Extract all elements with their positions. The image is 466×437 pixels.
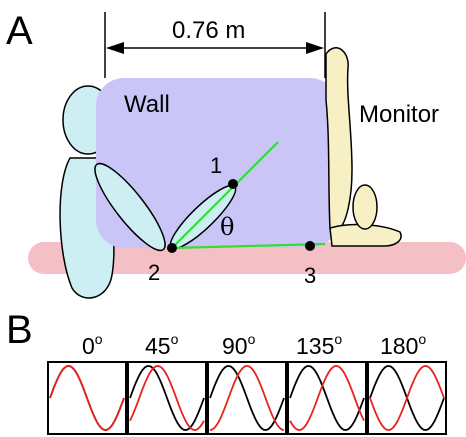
dimension-label: 0.76 m: [172, 17, 245, 44]
wave-box-90: [207, 361, 287, 435]
point-3-label: 3: [304, 263, 316, 288]
monitor-label: Monitor: [359, 101, 439, 128]
ray-to-point-1: [171, 141, 279, 249]
wave-box-0: [47, 361, 127, 435]
wave-shifted-45: [129, 365, 205, 431]
panel-b: B 0o 45o 90o 135o 180o: [6, 308, 447, 435]
wave-shifted-90: [209, 365, 285, 431]
ray-to-point-3: [171, 242, 326, 250]
left-person-arm: [94, 162, 166, 252]
angle-label-0: 0o: [82, 331, 103, 359]
point-3-marker: [305, 241, 315, 251]
panel-b-letter: B: [6, 308, 33, 352]
wave-reference-90: [209, 365, 285, 431]
wave-box-135: [287, 361, 367, 435]
right-person: [325, 47, 402, 247]
point-1-label: 1: [210, 153, 222, 178]
point-2-label: 2: [148, 260, 160, 285]
point-1-marker: [228, 179, 238, 189]
wave-shifted-180: [369, 365, 445, 431]
point-2-marker: [167, 243, 177, 253]
wave-shifted-135: [289, 365, 365, 431]
wall: [96, 78, 338, 248]
wall-label: Wall: [124, 91, 170, 118]
wave-reference-135: [289, 365, 365, 431]
angle-label-45: 45o: [145, 331, 179, 359]
dimension-arrow-left: [106, 42, 124, 54]
wave-box-180: [367, 361, 447, 435]
angle-label-180: 180o: [380, 331, 426, 359]
floor: [28, 242, 466, 274]
wave-reference-45: [129, 365, 205, 431]
right-person-head: [325, 47, 353, 229]
wave-box-45: [127, 361, 207, 435]
right-person-hand: [352, 184, 378, 230]
angle-label-90: 90o: [222, 331, 256, 359]
dimension-arrow-right: [306, 42, 324, 54]
panel-a: A 0.76 m Wall Monitor θ 1 2 3: [6, 9, 466, 299]
angle-label-135: 135o: [296, 331, 342, 359]
panel-a-letter: A: [6, 9, 33, 53]
wave-shifted-0: [49, 365, 125, 431]
right-person-leg: [329, 223, 402, 247]
angle-theta-label: θ: [220, 213, 234, 241]
